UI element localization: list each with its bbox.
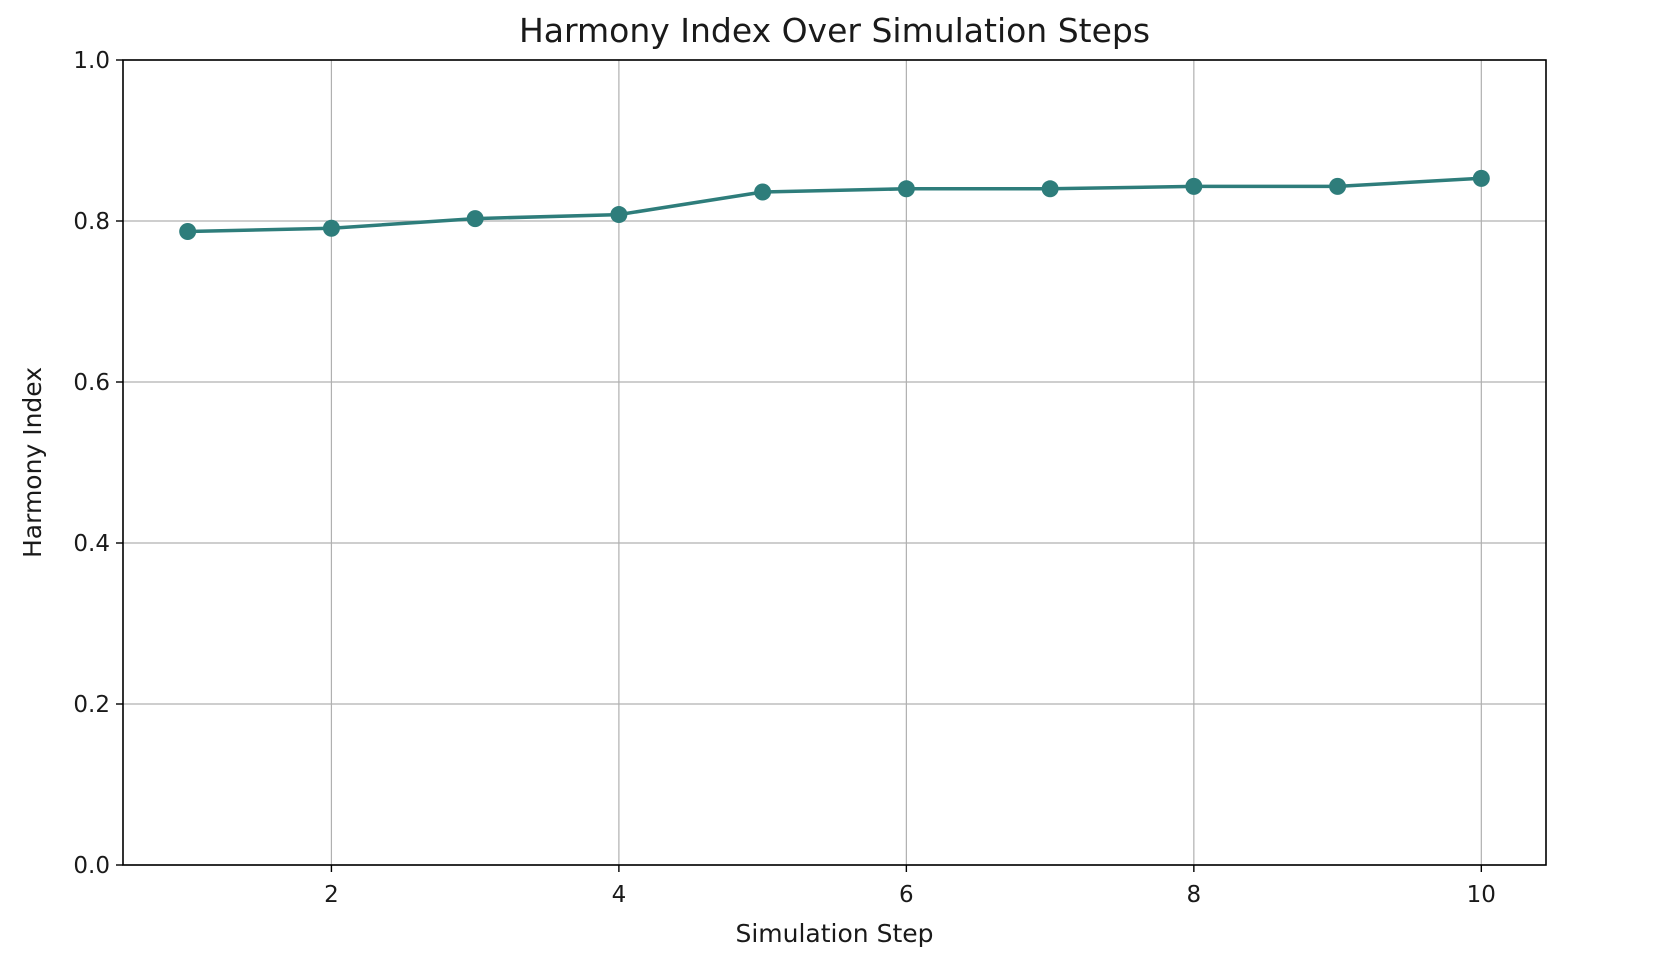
data-point bbox=[1185, 177, 1203, 195]
x-tick-label: 4 bbox=[612, 882, 627, 908]
x-tick-label: 2 bbox=[324, 882, 339, 908]
data-point bbox=[1472, 169, 1490, 187]
data-point bbox=[1041, 180, 1059, 198]
x-axis-label: Simulation Step bbox=[735, 919, 933, 948]
series-layer bbox=[179, 169, 1490, 240]
y-tick-label: 1.0 bbox=[73, 48, 110, 74]
y-tick-label: 0.4 bbox=[73, 531, 110, 557]
y-tick-label: 0.2 bbox=[73, 692, 110, 718]
data-point bbox=[466, 210, 484, 228]
ticks: 2 4 6 8 10 0.0 0.2 0.4 0.6 0.8 1.0 bbox=[73, 48, 1496, 908]
y-tick-label: 0.0 bbox=[73, 853, 110, 879]
data-point bbox=[897, 180, 915, 198]
x-tick-label: 10 bbox=[1467, 882, 1496, 908]
plot-frame bbox=[122, 59, 1547, 866]
x-tick-label: 8 bbox=[1187, 882, 1202, 908]
y-tick-label: 0.6 bbox=[73, 370, 110, 396]
y-axis-label: Harmony Index bbox=[18, 367, 47, 558]
data-point bbox=[179, 222, 197, 240]
chart-title: Harmony Index Over Simulation Steps bbox=[519, 11, 1150, 50]
data-point bbox=[322, 219, 340, 237]
data-point bbox=[1329, 177, 1347, 195]
x-tick-label: 6 bbox=[899, 882, 914, 908]
y-tick-label: 0.8 bbox=[73, 209, 110, 235]
series-line bbox=[185, 176, 1484, 234]
data-point bbox=[754, 183, 772, 201]
data-point bbox=[610, 206, 628, 224]
